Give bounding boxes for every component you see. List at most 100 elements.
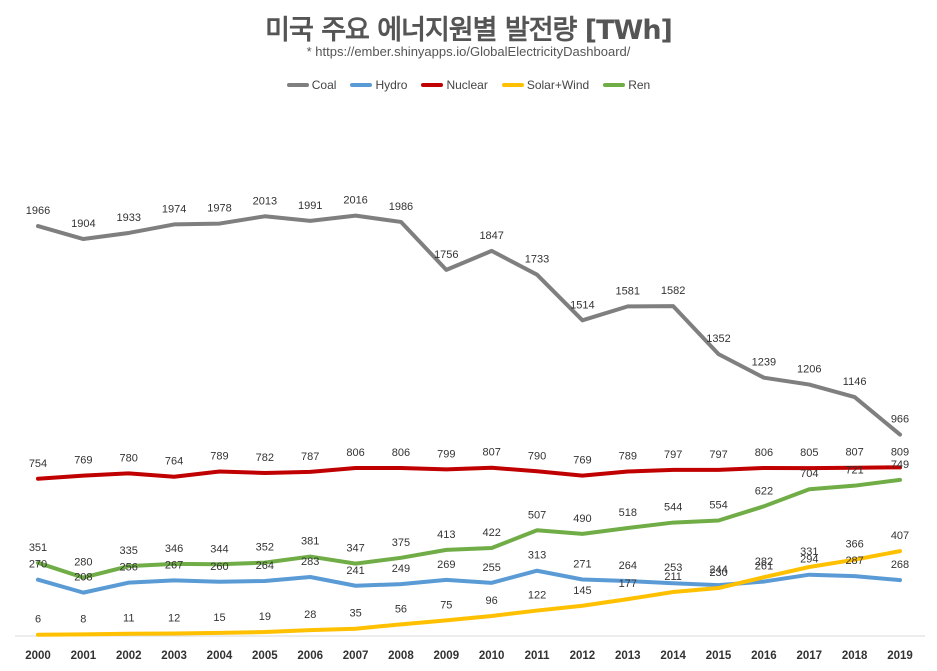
data-label: 1933	[116, 212, 140, 224]
data-label: 764	[165, 456, 183, 468]
legend-swatch	[501, 83, 524, 87]
x-tick-label: 2009	[434, 650, 460, 662]
data-label: 270	[29, 559, 47, 571]
legend: Coal Hydro Nuclear Solar+Wind Ren	[0, 78, 937, 92]
data-label: 407	[891, 530, 909, 542]
data-label: 769	[74, 455, 92, 467]
data-label: 807	[483, 447, 501, 459]
data-label: 1986	[389, 201, 413, 213]
data-label: 518	[619, 507, 637, 519]
data-label: 375	[392, 537, 410, 549]
x-tick-label: 2016	[751, 650, 777, 662]
data-label: 1978	[207, 203, 231, 215]
data-label: 260	[210, 561, 228, 573]
data-label: 805	[800, 447, 818, 459]
x-tick-label: 2013	[615, 650, 641, 662]
chart-title: 미국 주요 에너지원별 발전량 [TWh]	[265, 15, 673, 46]
data-label: 1582	[661, 285, 685, 297]
data-label: 490	[573, 513, 591, 525]
data-label: 422	[483, 527, 501, 539]
data-label: 256	[120, 562, 138, 574]
legend-swatch	[421, 83, 444, 87]
legend-label: Hydro	[375, 78, 408, 92]
data-label: 1206	[797, 364, 821, 376]
data-label: 96	[486, 595, 498, 607]
legend-label: Coal	[311, 78, 337, 92]
legend-item-coal: Coal	[286, 78, 337, 92]
data-label: 754	[29, 458, 47, 470]
data-label: 335	[120, 545, 138, 557]
data-label: 253	[664, 562, 682, 574]
x-tick-label: 2010	[479, 650, 505, 662]
data-label: 2016	[343, 195, 367, 207]
data-label: 799	[437, 448, 455, 460]
data-label: 122	[528, 590, 546, 602]
data-label: 2013	[253, 195, 277, 207]
data-label: 12	[168, 612, 180, 624]
data-label: 1146	[843, 376, 867, 388]
data-label: 704	[800, 468, 818, 480]
data-label: 264	[619, 560, 637, 572]
x-tick-label: 2019	[887, 650, 913, 662]
data-label: 789	[210, 450, 228, 462]
legend-item-hydro: Hydro	[350, 78, 407, 92]
data-label: 749	[891, 459, 909, 471]
data-label: 331	[800, 546, 818, 558]
data-label: 797	[664, 449, 682, 461]
data-label: 11	[123, 613, 134, 625]
x-tick-label: 2004	[207, 650, 233, 662]
x-tick-label: 2007	[343, 650, 369, 662]
data-label: 809	[891, 446, 909, 458]
data-label: 344	[210, 543, 228, 555]
x-tick-label: 2006	[297, 650, 323, 662]
data-label: 268	[891, 559, 909, 571]
chart-subtitle: * https://ember.shinyapps.io/GlobalElect…	[306, 44, 631, 59]
data-label: 28	[304, 609, 316, 621]
data-label: 211	[664, 571, 682, 583]
data-label: 790	[528, 450, 546, 462]
data-label: 6	[35, 614, 41, 626]
data-label: 249	[392, 563, 410, 575]
data-label: 352	[256, 542, 274, 554]
data-label: 264	[256, 560, 274, 572]
data-label: 721	[845, 465, 863, 477]
data-label: 1756	[434, 249, 458, 261]
data-label: 75	[440, 599, 452, 611]
x-tick-labels: 2000 2001 2002 2003 2004 2005 2006 2007 2008 2009…	[25, 650, 913, 662]
data-label: 244	[709, 564, 727, 576]
data-label: 797	[709, 449, 727, 461]
x-tick-label: 2002	[116, 650, 142, 662]
data-label: 287	[845, 555, 863, 567]
data-label: 806	[755, 447, 773, 459]
data-label: 544	[664, 502, 682, 514]
data-label: 782	[256, 452, 274, 464]
legend-item-nuclear: Nuclear	[421, 78, 488, 92]
data-label: 413	[437, 529, 455, 541]
legend-label: Ren	[628, 78, 651, 92]
series-line-nuclear	[36, 465, 902, 481]
data-label: 1352	[706, 333, 730, 345]
data-label: 145	[573, 585, 591, 597]
data-label: 346	[165, 543, 183, 555]
data-label: 269	[437, 559, 455, 571]
series-line-solar-wind	[36, 549, 902, 637]
data-label: 1514	[570, 299, 594, 311]
x-tick-label: 2015	[706, 650, 732, 662]
series-lines	[36, 213, 902, 637]
data-label: 769	[573, 455, 591, 467]
data-label: 1991	[298, 200, 322, 212]
x-tick-label: 2001	[71, 650, 97, 662]
data-label: 787	[301, 451, 319, 463]
data-label: 806	[346, 447, 364, 459]
data-label: 208	[74, 572, 92, 584]
legend-item-solar-wind: Solar+Wind	[501, 78, 589, 92]
data-label: 56	[395, 603, 407, 615]
legend-item-ren: Ren	[603, 78, 650, 92]
data-label: 381	[301, 536, 319, 548]
data-label: 267	[165, 559, 183, 571]
data-label: 780	[120, 452, 138, 464]
data-label: 1904	[71, 218, 95, 230]
x-tick-label: 2000	[25, 650, 51, 662]
